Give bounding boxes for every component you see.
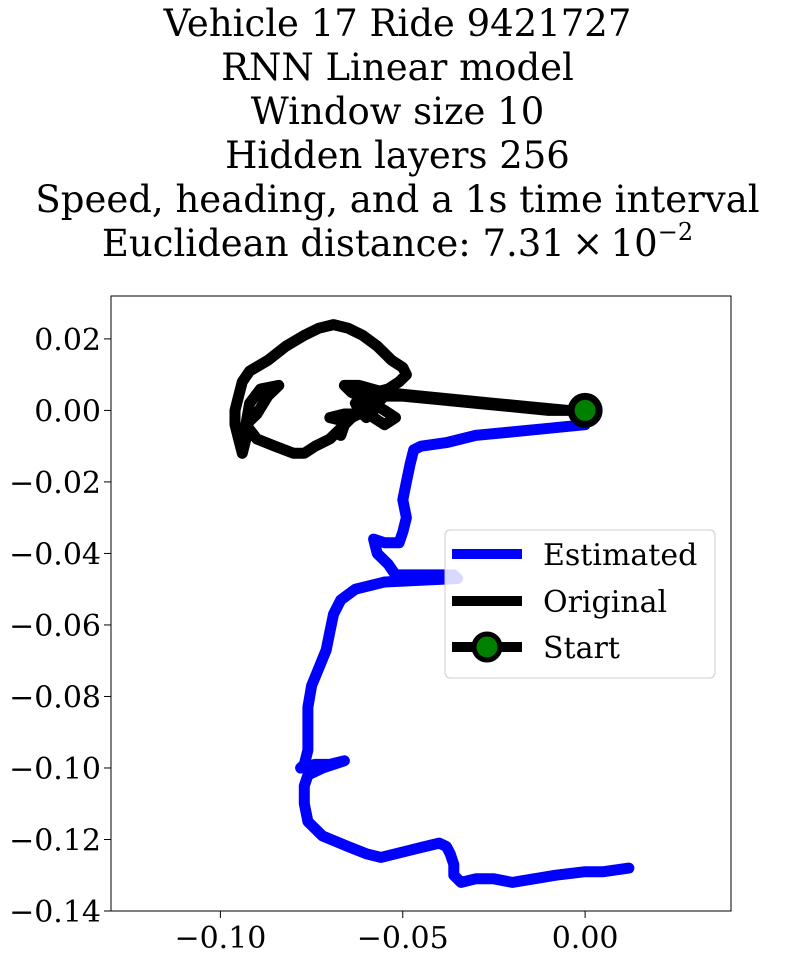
y-tick-label: 0.00: [34, 394, 101, 429]
legend-start-marker-ring: [471, 631, 503, 663]
y-tick-label: 0.02: [34, 323, 101, 358]
distance-text: Euclidean distance: 7.31 × 10: [101, 222, 658, 265]
legend-original-label: Original: [543, 585, 667, 620]
plot-lines: [229, 319, 635, 888]
start-marker: [567, 392, 603, 428]
y-tick-label: −0.12: [9, 823, 101, 858]
title-line-window: Window size 10: [250, 90, 545, 133]
series-line-estimated: [295, 419, 635, 888]
y-tick-label: −0.04: [9, 537, 101, 572]
distance-exponent: −2: [657, 218, 694, 246]
chart-title: Vehicle 17 Ride 9421727 RNN Linear model…: [0, 2, 795, 266]
title-line-hidden-layers: Hidden layers 256: [225, 134, 570, 177]
y-tick-label: −0.10: [9, 752, 101, 787]
y-tick-label: −0.08: [9, 680, 101, 715]
y-tick-label: −0.14: [9, 895, 101, 930]
legend-start-label: Start: [543, 631, 620, 666]
x-tick-label: −0.10: [174, 921, 266, 956]
title-line-vehicle: Vehicle 17 Ride 9421727: [163, 2, 632, 45]
title-line-features: Speed, heading, and a 1s time interval: [35, 178, 760, 221]
legend: Estimated Original Start: [444, 529, 716, 679]
x-tick-label: 0.00: [552, 921, 619, 956]
series-line-original: [229, 319, 591, 459]
title-line-distance: Euclidean distance: 7.31 × 10−2: [0, 220, 795, 266]
y-tick-label: −0.02: [9, 466, 101, 501]
x-tick-label: −0.05: [357, 921, 449, 956]
legend-estimated-label: Estimated: [543, 538, 697, 573]
legend-box: [444, 529, 716, 679]
title-line-model: RNN Linear model: [221, 46, 574, 89]
y-tick-label: −0.06: [9, 609, 101, 644]
plot-frame: [110, 295, 732, 912]
axis-ticks: 0.02 0.00 −0.02 −0.04 −0.06 −0.08 −0.10 −0.12 −0…: [9, 323, 618, 956]
start-marker-group: [567, 392, 603, 428]
